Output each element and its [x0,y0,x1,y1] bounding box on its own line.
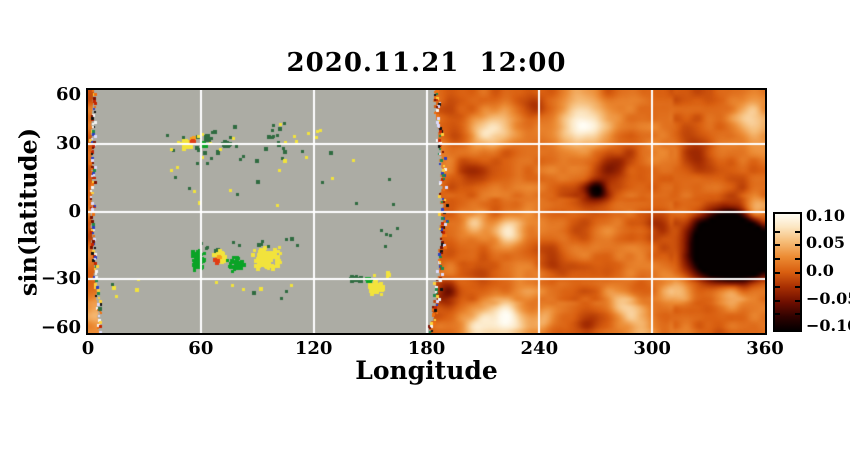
y-tick-label: 30 [55,133,81,154]
x-tick-label: 60 [188,338,214,359]
x-tick-label: 300 [633,338,671,359]
x-tick-label: 0 [81,338,95,359]
colorbar-tick [795,258,800,260]
colorbar-tick [795,272,800,274]
y-tick-label: −30 [40,268,81,289]
x-tick-label: 180 [407,338,446,359]
y-tick-label: 60 [55,83,81,105]
x-axis-label: Longitude [355,356,498,385]
x-tick-label: 240 [520,338,559,359]
colorbar-tick [775,286,780,288]
y-tick-label: 0 [68,200,81,222]
map-canvas [88,90,765,333]
colorbar-tick [795,313,800,315]
colorbar-tick [775,300,780,302]
colorbar-tick [795,244,800,246]
colorbar-tick-label: 0.05 [806,233,845,253]
colorbar-tick-label: −0.05 [806,288,850,308]
plot-title: 2020.11.21 12:00 [286,48,567,78]
plot-frame [86,88,767,335]
colorbar-tick [775,272,780,274]
colorbar-tick-label: 0.10 [806,205,845,225]
colorbar-tick [775,231,780,233]
colorbar-tick [795,300,800,302]
colorbar-tick [775,258,780,260]
y-tick-label: −60 [40,317,81,339]
colorbar [773,212,802,332]
colorbar-tick [795,231,800,233]
x-tick-label: 120 [294,338,333,359]
colorbar-tick [775,244,780,246]
colorbar-tick [775,313,780,315]
colorbar-tick-label: 0.0 [806,261,834,280]
colorbar-tick [795,286,800,288]
x-tick-label: 360 [746,338,784,359]
colorbar-tick-label: −0.10 [806,316,850,336]
